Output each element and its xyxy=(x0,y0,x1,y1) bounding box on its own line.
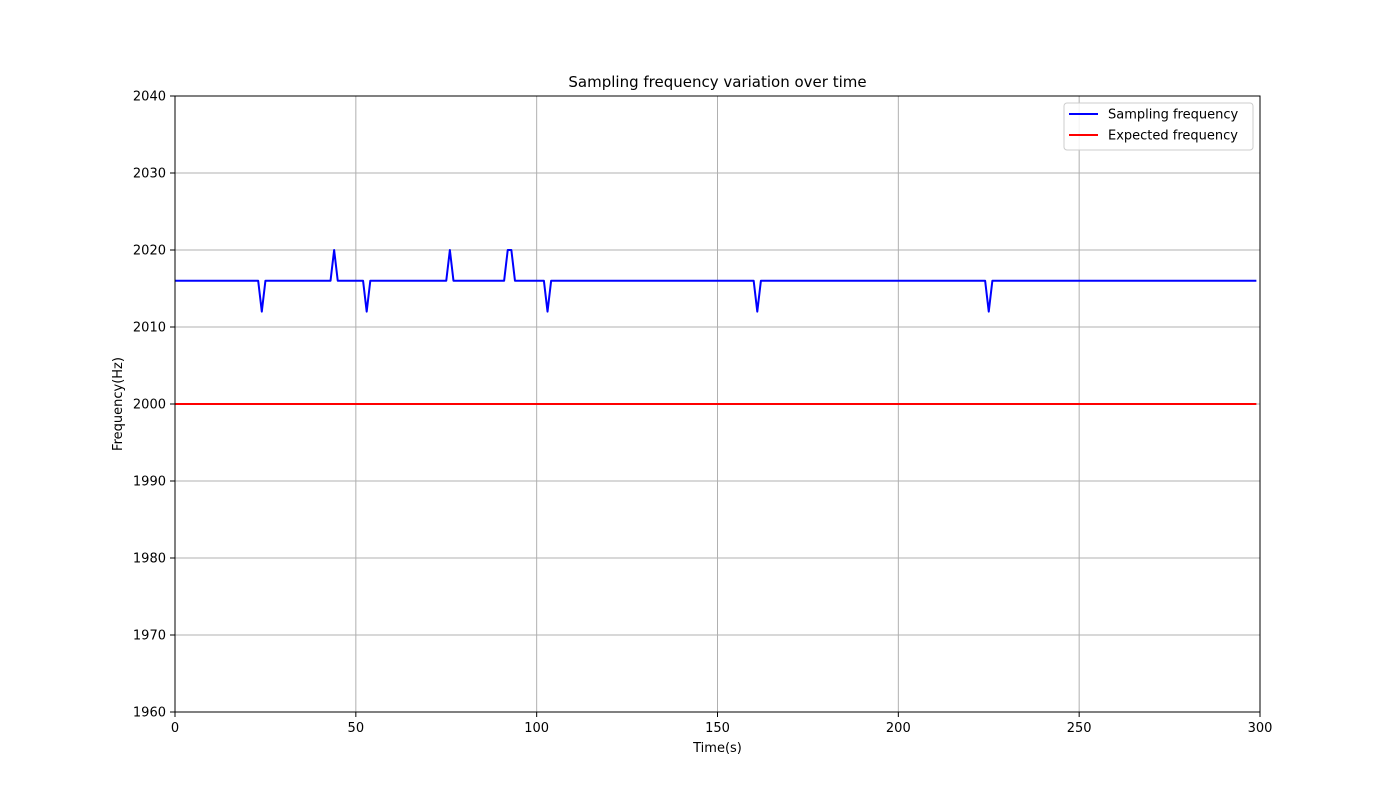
x-tick-label: 100 xyxy=(524,721,549,736)
x-axis: 0 50 100 150 200 250 300 xyxy=(171,712,1273,736)
legend-label-1: Expected frequency xyxy=(1108,129,1238,144)
legend-label-0: Sampling frequency xyxy=(1108,108,1238,123)
y-tick-label: 2010 xyxy=(133,321,166,336)
legend: Sampling frequency Expected frequency xyxy=(1063,102,1254,151)
x-tick-label: 250 xyxy=(1067,721,1092,736)
y-tick-label: 1960 xyxy=(133,706,166,721)
y-axis: 1960 1970 1980 1990 2000 2010 2020 2030 2040 xyxy=(133,90,175,721)
y-tick-label: 1970 xyxy=(133,629,166,644)
y-axis-label: Frequency(Hz) xyxy=(111,357,126,451)
x-tick-label: 0 xyxy=(171,721,179,736)
x-tick-label: 200 xyxy=(886,721,911,736)
y-tick-label: 1980 xyxy=(133,552,166,567)
x-tick-label: 150 xyxy=(705,721,730,736)
legend-box xyxy=(1063,102,1254,151)
series-line-0 xyxy=(175,249,1257,313)
chart-title: Sampling frequency variation over time xyxy=(568,73,866,91)
x-tick-label: 50 xyxy=(348,721,365,736)
y-tick-label: 2020 xyxy=(133,244,166,259)
x-tick-label: 300 xyxy=(1248,721,1273,736)
y-tick-label: 1990 xyxy=(133,475,166,490)
series-layer xyxy=(175,249,1257,405)
x-axis-label: Time(s) xyxy=(692,741,742,756)
y-tick-label: 2000 xyxy=(133,398,166,413)
y-tick-label: 2040 xyxy=(133,90,166,105)
y-tick-label: 2030 xyxy=(133,167,166,182)
